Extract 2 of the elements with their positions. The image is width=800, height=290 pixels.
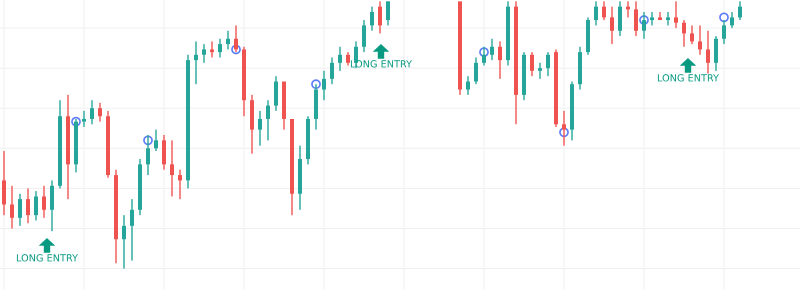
annotation: LONG ENTRY (658, 74, 720, 82)
annotation: LONG ENTRY (16, 254, 78, 262)
